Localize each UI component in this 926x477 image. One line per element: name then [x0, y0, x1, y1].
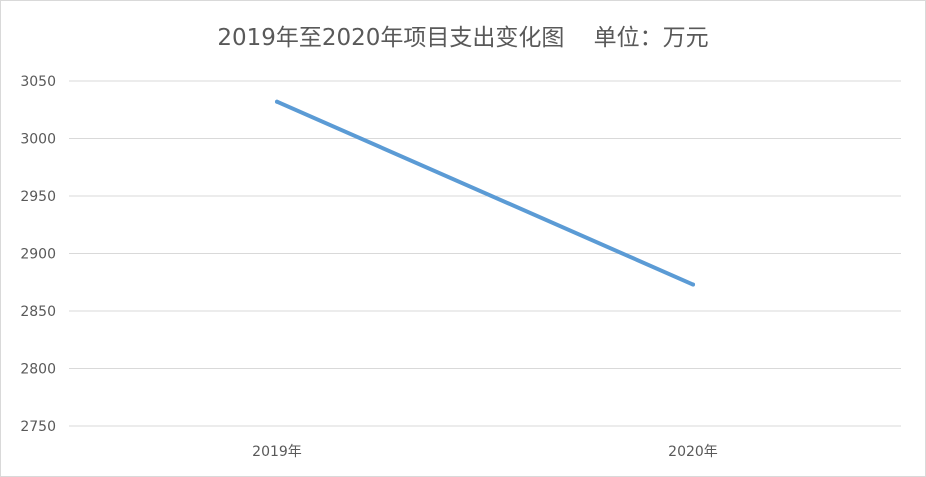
data-point	[691, 282, 695, 287]
data-point	[275, 99, 279, 104]
y-tick-label: 3050	[20, 74, 56, 90]
y-axis-ticks: 2750 2800 2850 2900 2950 3000 3050	[20, 74, 56, 435]
y-tick-label: 2950	[20, 189, 56, 205]
y-tick-label: 2900	[20, 247, 56, 263]
chart-title: 2019年至2020年项目支出变化图 单位：万元	[217, 25, 708, 51]
y-tick-label: 2800	[20, 362, 56, 378]
y-tick-label: 2750	[20, 419, 56, 435]
y-tick-label: 2850	[20, 304, 56, 320]
series-layer	[275, 99, 695, 287]
x-axis-ticks: 2019年 2020年	[252, 444, 718, 460]
x-tick-label: 2019年	[252, 444, 302, 460]
gridlines	[69, 80, 901, 427]
series-line	[275, 99, 695, 287]
x-tick-label: 2020年	[668, 444, 718, 460]
y-tick-label: 3000	[20, 132, 56, 148]
